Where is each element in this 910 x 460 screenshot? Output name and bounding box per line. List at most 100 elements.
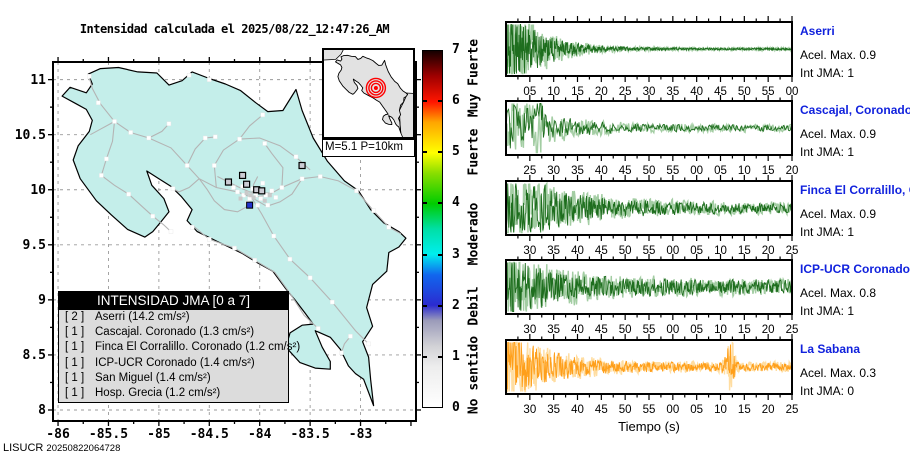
panel-tick-label: 00 <box>666 324 679 336</box>
station-marker-intensity0 <box>260 112 265 118</box>
station-int-jma: Int JMA: 0 <box>800 384 855 398</box>
panel-tick-label: 10 <box>714 245 727 257</box>
panel-tick-label: 15 <box>738 245 751 257</box>
credit-agency: LISUCR <box>3 442 44 454</box>
waveform-trace <box>506 262 792 312</box>
panel-tick-label: 20 <box>762 324 775 336</box>
panel-tick-label: 40 <box>571 324 584 336</box>
station-marker-intensity0 <box>168 229 174 234</box>
legend-item-level: [ 1 ] <box>65 326 85 339</box>
colorbar-tick <box>422 151 427 154</box>
colorbar-number: 1 <box>452 348 460 364</box>
station-marker-intensity0 <box>339 350 344 355</box>
colorbar-tick <box>438 304 443 307</box>
station-marker-intensity0 <box>170 186 176 191</box>
panel-tick-label: 40 <box>690 86 703 98</box>
station-marker-intensity1 <box>224 178 233 186</box>
panel-group: 25 30 35 40 45 50 55 00 05 10 15 20 <box>505 95 798 177</box>
epicenter-ring <box>370 82 382 94</box>
road-line <box>186 136 216 166</box>
colorbar-category-label: Moderado <box>466 202 482 266</box>
time-axis-label: Tiempo (s) <box>618 419 680 434</box>
station-name: La Sabana <box>800 342 861 356</box>
legend-item-label: Aserri (14.2 cm/s²) <box>95 311 190 323</box>
station-marker-gray <box>262 198 267 203</box>
panel-tick-label: 35 <box>547 324 560 336</box>
station-marker-intensity0 <box>212 163 217 168</box>
station-marker-intensity0 <box>269 188 275 194</box>
legend-rows: [ 2 ] Aserri (14.2 cm/s²) [ 1 ] Cascajal. C… <box>59 310 300 401</box>
station-marker-intensity0 <box>262 141 267 146</box>
panel-tick-label: 30 <box>523 324 536 336</box>
panel-tick-label: 50 <box>619 404 632 416</box>
lat-tick-label: 10.5 <box>14 127 46 143</box>
inset-magnitude-label: M=5.1 P=10km <box>322 139 415 157</box>
station-name: Aserri <box>800 24 835 38</box>
station-int-jma: Int JMA: 1 <box>800 304 855 318</box>
lat-tick-label: 11 <box>30 72 46 88</box>
station-marker-gray <box>251 195 256 200</box>
station-marker-intensity0 <box>231 185 236 190</box>
legend-item-level: [ 1 ] <box>65 371 85 384</box>
lon-tick-label: -84 <box>247 427 272 442</box>
legend-item-label: ICP-UCR Coronado (1.4 cm/s²) <box>95 356 255 369</box>
lat-tick-label: 8 <box>38 402 46 418</box>
station-marker-intensity0 <box>184 163 190 168</box>
panel-tick-label: 15 <box>571 86 584 98</box>
station-marker-intensity0 <box>318 174 323 179</box>
station-marker-gray <box>244 191 249 196</box>
panel-tick-label: 50 <box>619 324 632 336</box>
station-marker-intensity0 <box>354 188 359 194</box>
legend-item-level: [ 2 ] <box>65 311 85 323</box>
legend-item: [ 1 ] Hosp. Grecia (1.2 cm/s²) <box>59 386 288 401</box>
panel-tick-label: 55 <box>762 86 775 98</box>
road-line <box>152 215 172 233</box>
station-marker-intensity0 <box>293 154 299 159</box>
colorbar-tick <box>438 355 443 358</box>
road-line <box>251 178 303 207</box>
station-acel-max: Acel. Max. 0.8 <box>800 286 877 300</box>
panel-tick-label: 35 <box>547 245 560 257</box>
legend-item-label: San Miguel (1.4 cm/s²) <box>95 371 211 384</box>
panel-tick-label: 00 <box>666 404 679 416</box>
station-marker-intensity0 <box>126 191 131 197</box>
panel-tick-label: 20 <box>762 404 775 416</box>
panel-tick-label: 40 <box>571 245 584 257</box>
panel-tick-label: 10 <box>738 165 751 177</box>
station-acel-max: Acel. Max. 0.9 <box>800 207 877 221</box>
seismogram-panel: 30 35 40 45 50 55 00 05 10 15 20 25 <box>505 175 798 257</box>
road-line <box>251 176 259 198</box>
waveform-trace <box>506 103 792 149</box>
seismogram-panel: 25 30 35 40 45 50 55 00 05 10 15 20 <box>505 95 798 177</box>
legend-item: [ 1 ] San Miguel (1.4 cm/s²) <box>59 371 288 386</box>
waveform-trace <box>506 24 792 74</box>
legend-item-label: Hosp. Grecia (1.2 cm/s²) <box>95 387 221 400</box>
station-int-jma: Int JMA: 1 <box>800 225 855 239</box>
colorbar-tick <box>438 100 443 103</box>
panel-tick-label: 10 <box>714 324 727 336</box>
panel-tick-label: 35 <box>547 404 560 416</box>
panel-tick-label: 00 <box>666 245 679 257</box>
panel-tick-label: 55 <box>666 165 679 177</box>
road-line <box>264 143 284 188</box>
panel-tick-label: 45 <box>595 245 608 257</box>
panel-tick-label: 05 <box>523 86 536 98</box>
road-line <box>198 178 250 213</box>
colorbar-category-label: Muy Fuerte <box>466 38 482 118</box>
panel-tick-label: 50 <box>619 245 632 257</box>
intensity-legend: INTENSIDAD JMA [0 a 7] [ 2 ] Aserri (14.2… <box>58 291 300 403</box>
inset-frame <box>322 48 415 139</box>
station-marker-intensity0 <box>112 119 117 124</box>
station-marker-intensity1 <box>238 171 247 180</box>
credit-code: 20250822064728 <box>46 443 121 454</box>
station-marker-intensity0 <box>263 193 268 198</box>
station-name: Cascajal, Coronado <box>800 103 910 117</box>
station-marker-intensity0 <box>271 233 277 239</box>
panel-tick-label: 10 <box>547 86 560 98</box>
lon-tick-label: -83.5 <box>290 427 330 442</box>
seismogram-panel: 05 10 15 20 25 30 35 40 45 50 55 00 <box>505 16 798 98</box>
station-marker-intensity0 <box>87 74 92 79</box>
panel-tick-label: 45 <box>619 165 632 177</box>
panel-tick-label: 20 <box>762 245 775 257</box>
lat-tick-label: 9.5 <box>22 237 46 253</box>
